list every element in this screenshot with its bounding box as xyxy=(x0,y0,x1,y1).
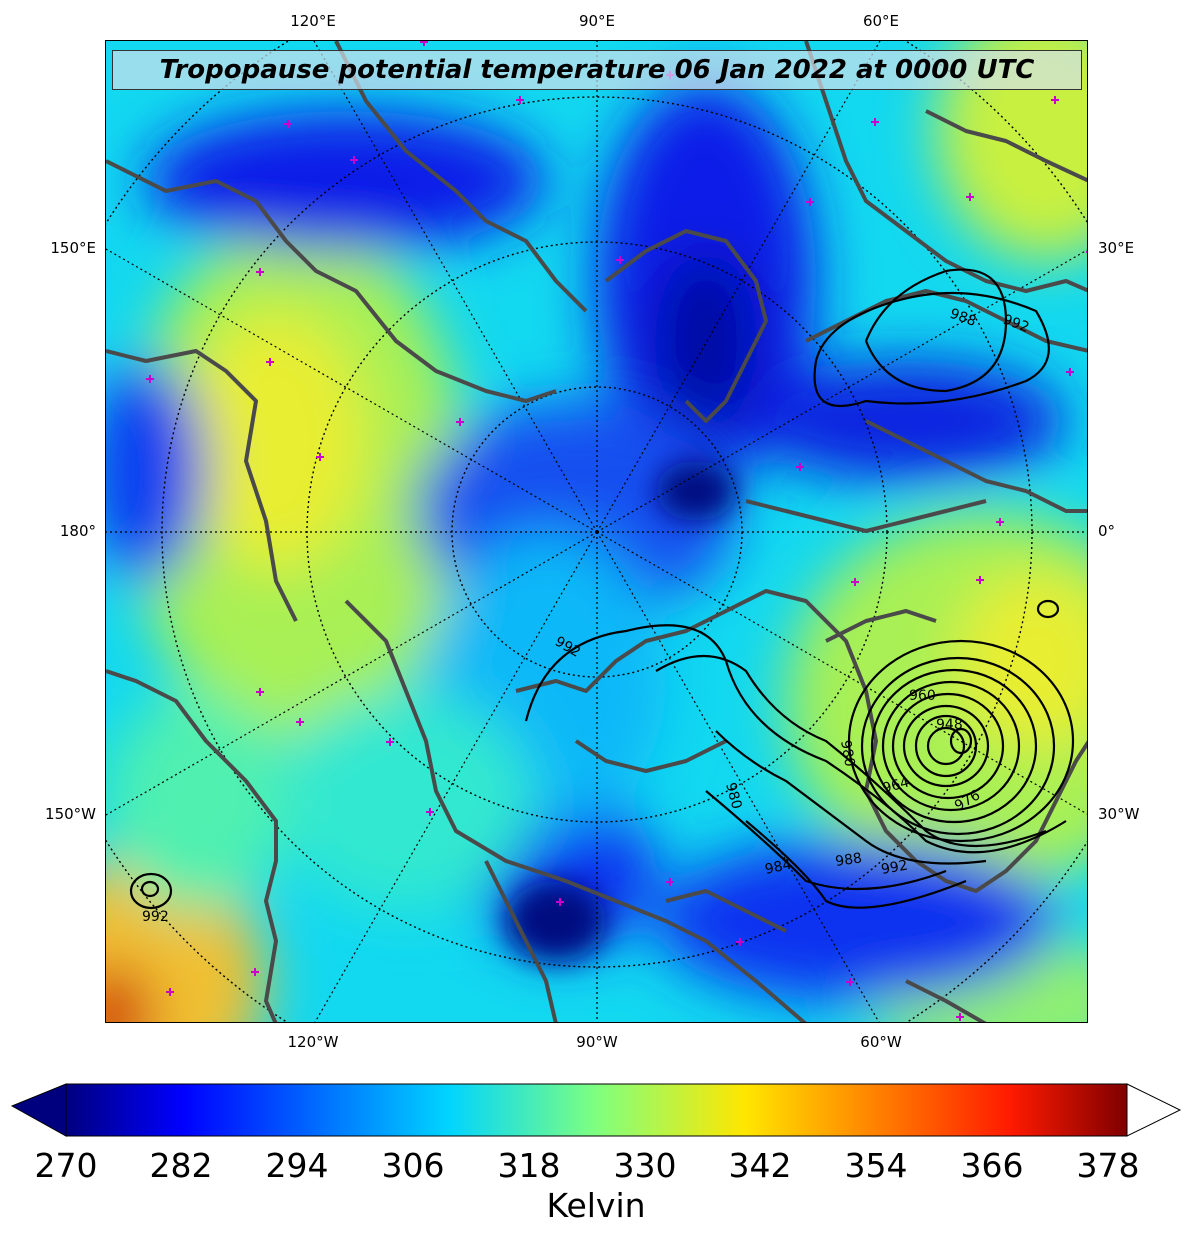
lat-label-left: 150°W xyxy=(45,805,96,823)
lat-label-left: 150°E xyxy=(50,239,96,257)
contour-label: 960 xyxy=(909,688,936,704)
lat-label-right: 30°W xyxy=(1098,805,1140,823)
map-canvas: 992 988 992 984 988 992 992 980 980 976 … xyxy=(106,41,1087,1022)
contour-label: 992 xyxy=(142,909,169,925)
map-panel: 992 988 992 984 988 992 992 980 980 976 … xyxy=(105,40,1088,1023)
colorbar-tick: 354 xyxy=(844,1146,908,1185)
colorbar-tick: 366 xyxy=(960,1146,1024,1185)
lon-label-bottom: 90°W xyxy=(576,1033,618,1051)
lon-label-bottom: 120°W xyxy=(287,1033,339,1051)
lat-label-left: 180° xyxy=(59,522,96,540)
contour-label: 948 xyxy=(936,717,963,733)
pressure-contours xyxy=(129,268,1075,910)
lon-label-top: 90°E xyxy=(578,12,616,30)
map-title: Tropopause potential temperature 06 Jan … xyxy=(112,50,1082,90)
colorbar-tick: 318 xyxy=(497,1146,561,1185)
colorbar-tick: 330 xyxy=(613,1146,677,1185)
colorbar-tick: 342 xyxy=(728,1146,792,1185)
contour-label: 964 xyxy=(881,774,911,796)
lon-label-top: 60°E xyxy=(862,12,900,30)
lat-label-right: 0° xyxy=(1098,522,1116,540)
contour-label: 984 xyxy=(764,857,794,878)
colorbar-extend-high xyxy=(1126,1083,1182,1137)
coastlines xyxy=(106,41,1087,1022)
contour-label: 980 xyxy=(722,781,744,811)
colorbar-tick: 282 xyxy=(149,1146,213,1185)
station-markers xyxy=(146,41,1087,1021)
contour-label: 980 xyxy=(837,739,857,768)
lon-label-top: 120°E xyxy=(290,12,336,30)
lat-label-right: 30°E xyxy=(1098,239,1135,257)
colorbar xyxy=(10,1083,1182,1137)
colorbar-label: Kelvin xyxy=(546,1186,646,1225)
meridians xyxy=(106,41,1087,1022)
lon-label-bottom: 60°W xyxy=(860,1033,902,1051)
colorbar-gradient xyxy=(65,1083,1128,1137)
contour-label: 992 xyxy=(880,858,909,878)
colorbar-tick: 306 xyxy=(381,1146,445,1185)
colorbar-tick: 294 xyxy=(265,1146,329,1185)
colorbar-tick: 378 xyxy=(1076,1146,1140,1185)
contour-label: 988 xyxy=(834,850,863,870)
colorbar-tick: 270 xyxy=(34,1146,98,1185)
colorbar-extend-low xyxy=(10,1083,67,1137)
